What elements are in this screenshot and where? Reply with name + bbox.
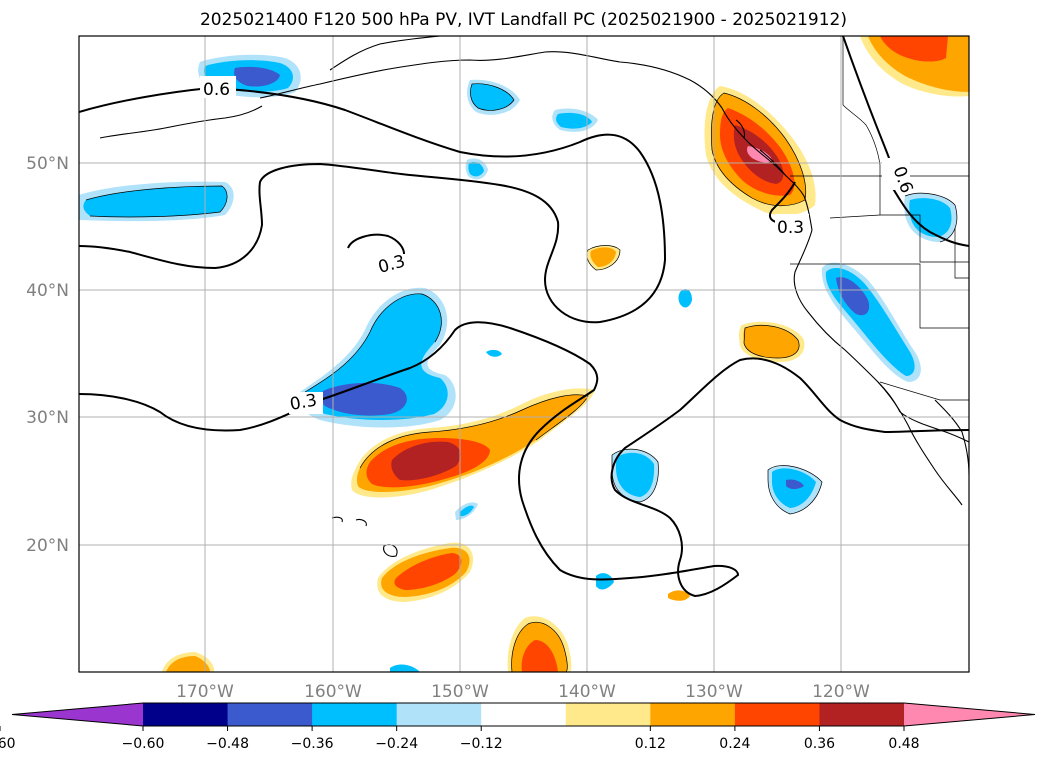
colorbar: −0.60 −0.48 −0.36 −0.24 −0.12 0.12 0.24 0.36 0.4…: [0, 702, 1036, 752]
colorbar-segment: [565, 703, 651, 726]
pv-contour-0.3-mid: [79, 321, 969, 598]
colorbar-segment: [650, 703, 736, 726]
colorbar-segment: [819, 703, 905, 726]
colorbar-segment: [396, 703, 482, 726]
pv-contour-0.6-east2: [884, 174, 969, 247]
contour-label-3: 0.3: [288, 391, 318, 415]
colorbar-tick-label: −0.60: [122, 736, 165, 752]
colorbar-tick-label: −0.12: [460, 736, 503, 752]
colorbar-tick-label: 0.24: [719, 736, 750, 752]
contour-labels: 0.6 0.3 0.3 0.3 0.6: [200, 76, 917, 415]
pv-contour-0.3-small: [347, 233, 406, 257]
colorbar-extend-low: [12, 703, 143, 726]
contour-label-4: 0.3: [777, 218, 804, 238]
colorbar-tick-label: −0.48: [206, 736, 249, 752]
colorbar-segment: [734, 703, 820, 726]
lat-label-30: 30°N: [26, 408, 69, 428]
colorbar-tick-label: 0.48: [888, 736, 919, 752]
lon-label-170: 170°W: [176, 682, 234, 702]
colorbar-tick-label: −0.36: [291, 736, 334, 752]
colorbar-tick-label: 0.60: [0, 736, 16, 752]
lon-label-130: 130°W: [685, 682, 743, 702]
colorbar-tick-label: 0.12: [635, 736, 666, 752]
map-area: [79, 36, 969, 672]
colorbar-extend-high: [904, 703, 1035, 726]
longitude-labels: 170°W 160°W 150°W 140°W 130°W 120°W: [176, 682, 870, 702]
map-frame: [78, 35, 970, 673]
map-title: 2025021400 F120 500 hPa PV, IVT Landfall…: [199, 10, 847, 30]
colorbar-segment: [312, 703, 398, 726]
lat-label-20: 20°N: [26, 536, 69, 556]
lon-label-160: 160°W: [304, 682, 362, 702]
colorbar-segment: [227, 703, 313, 726]
latitude-labels: 50°N 40°N 30°N 20°N: [26, 154, 69, 556]
pv-contour-0.3-east: [768, 181, 796, 223]
contour-label-1: 0.6: [203, 80, 230, 100]
colorbar-tick-label: 0.36: [804, 736, 835, 752]
pv-contours: [79, 36, 969, 598]
colorbar-segment: [481, 703, 567, 726]
colorbar-segment: [143, 703, 229, 726]
colorbar-tick-label: −0.24: [375, 736, 418, 752]
political-borders: [790, 36, 969, 401]
lon-label-150: 150°W: [431, 682, 489, 702]
shaded-outlines: [85, 83, 958, 672]
pv-contour-0.6: [79, 86, 667, 324]
lon-label-120: 120°W: [812, 682, 870, 702]
lat-label-40: 40°N: [26, 281, 69, 301]
lat-label-50: 50°N: [26, 154, 69, 174]
lon-label-140: 140°W: [558, 682, 616, 702]
shaded-fields: [79, 36, 969, 672]
